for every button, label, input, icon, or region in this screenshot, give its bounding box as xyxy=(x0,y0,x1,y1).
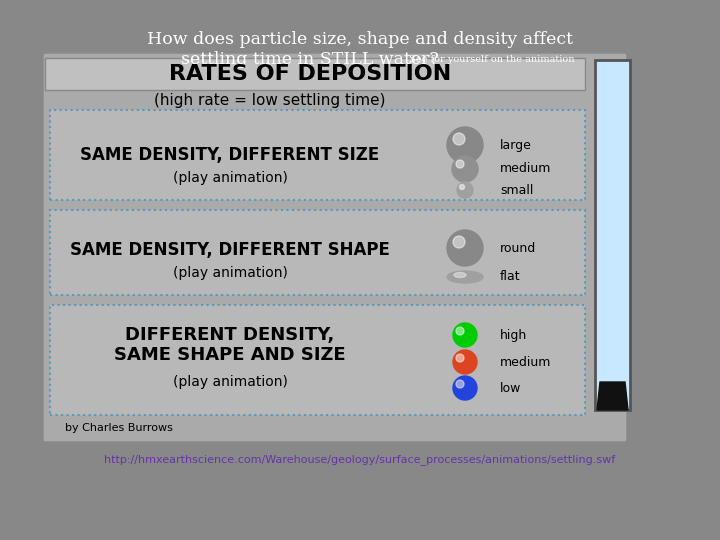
Text: DIFFERENT DENSITY,: DIFFERENT DENSITY, xyxy=(125,326,335,344)
Circle shape xyxy=(452,156,478,182)
FancyBboxPatch shape xyxy=(595,60,630,410)
Text: RATES OF DEPOSITION: RATES OF DEPOSITION xyxy=(169,64,451,84)
Circle shape xyxy=(453,350,477,374)
Ellipse shape xyxy=(447,271,483,283)
Circle shape xyxy=(453,323,477,347)
Circle shape xyxy=(453,376,477,400)
Text: high: high xyxy=(500,328,527,341)
Text: (play animation): (play animation) xyxy=(173,266,287,280)
Text: SAME SHAPE AND SIZE: SAME SHAPE AND SIZE xyxy=(114,346,346,364)
Text: round: round xyxy=(500,241,536,254)
Text: (play animation): (play animation) xyxy=(173,171,287,185)
FancyBboxPatch shape xyxy=(50,210,585,295)
FancyBboxPatch shape xyxy=(50,110,585,200)
Text: large: large xyxy=(500,138,532,152)
Text: settling time in STILL water?: settling time in STILL water? xyxy=(181,51,439,69)
Text: by Charles Burrows: by Charles Burrows xyxy=(65,423,173,433)
Text: SAME DENSITY, DIFFERENT SIZE: SAME DENSITY, DIFFERENT SIZE xyxy=(81,146,379,164)
Text: small: small xyxy=(500,184,534,197)
FancyBboxPatch shape xyxy=(45,58,585,90)
Circle shape xyxy=(456,160,464,168)
Circle shape xyxy=(453,236,465,248)
Ellipse shape xyxy=(454,273,466,278)
Text: medium: medium xyxy=(500,163,552,176)
Circle shape xyxy=(457,182,473,198)
Text: low: low xyxy=(500,381,521,395)
Text: (play animation): (play animation) xyxy=(173,375,287,389)
Circle shape xyxy=(453,133,465,145)
Text: SAME DENSITY, DIFFERENT SHAPE: SAME DENSITY, DIFFERENT SHAPE xyxy=(70,241,390,259)
Circle shape xyxy=(459,185,464,190)
Circle shape xyxy=(447,230,483,266)
Text: medium: medium xyxy=(500,355,552,368)
Polygon shape xyxy=(597,382,628,410)
Circle shape xyxy=(456,354,464,362)
Circle shape xyxy=(456,327,464,335)
Text: http://hmxearthscience.com/Warehouse/geology/surface_processes/animations/settli: http://hmxearthscience.com/Warehouse/geo… xyxy=(104,455,616,465)
FancyBboxPatch shape xyxy=(50,305,585,415)
Text: See for yourself on the animation: See for yourself on the animation xyxy=(406,56,575,64)
Text: flat: flat xyxy=(500,271,521,284)
Circle shape xyxy=(447,127,483,163)
Text: How does particle size, shape and density affect: How does particle size, shape and densit… xyxy=(147,31,573,49)
Circle shape xyxy=(456,380,464,388)
FancyBboxPatch shape xyxy=(43,53,627,442)
Text: (high rate = low settling time): (high rate = low settling time) xyxy=(154,92,386,107)
